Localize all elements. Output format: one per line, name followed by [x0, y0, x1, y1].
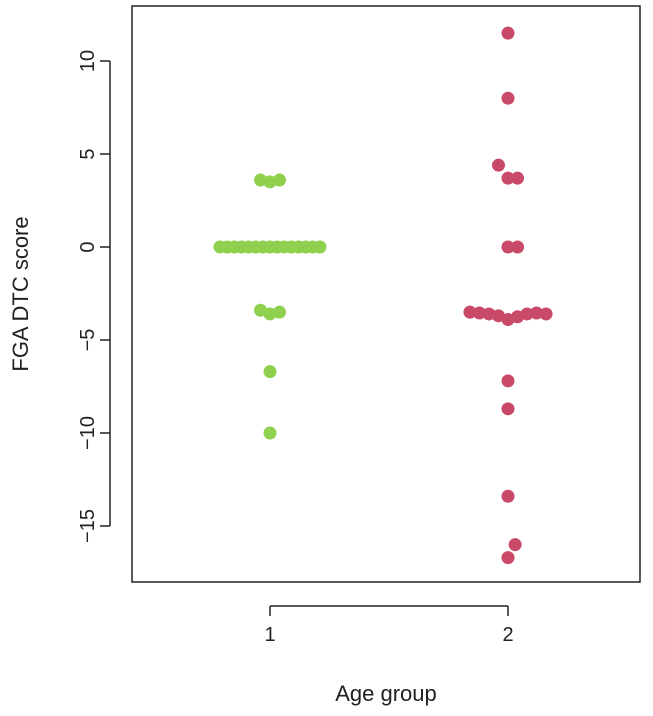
y-tick-label: −5 — [77, 329, 99, 352]
y-axis-title: FGA DTC score — [8, 216, 33, 371]
data-point-group-2 — [501, 26, 515, 40]
data-point-group-1 — [313, 240, 327, 254]
data-point-group-1 — [263, 365, 277, 379]
data-points — [213, 26, 553, 565]
data-point-group-2 — [508, 538, 522, 552]
data-point-group-2 — [511, 240, 525, 254]
data-point-group-2 — [501, 171, 515, 185]
data-point-group-2 — [530, 306, 544, 320]
plot-frame — [131, 5, 641, 583]
y-axis: 10 5 0 −5 −10 −15 — [77, 50, 111, 543]
data-point-group-2 — [463, 305, 477, 319]
data-point-group-1 — [273, 305, 287, 319]
data-point-group-2 — [472, 306, 486, 320]
x-axis-title: Age group — [335, 681, 437, 706]
data-point-group-2 — [511, 171, 525, 185]
data-point-group-1 — [273, 173, 287, 187]
data-point-group-2 — [501, 91, 515, 105]
y-tick-label: 0 — [77, 241, 99, 252]
data-point-group-2 — [501, 551, 515, 565]
data-point-group-2 — [501, 402, 515, 416]
y-tick-label: 5 — [77, 148, 99, 159]
data-point-group-2 — [491, 158, 505, 172]
y-tick-label: −10 — [77, 416, 99, 450]
x-tick-label: 1 — [264, 624, 275, 646]
data-point-group-2 — [501, 489, 515, 503]
x-tick-label: 2 — [502, 624, 513, 646]
data-point-group-2 — [501, 240, 515, 254]
data-point-group-2 — [520, 307, 534, 321]
y-tick-label: −15 — [77, 509, 99, 543]
data-point-group-2 — [539, 307, 553, 321]
data-point-group-1 — [263, 426, 277, 440]
data-point-group-2 — [501, 374, 515, 388]
y-tick-label: 10 — [77, 50, 99, 72]
